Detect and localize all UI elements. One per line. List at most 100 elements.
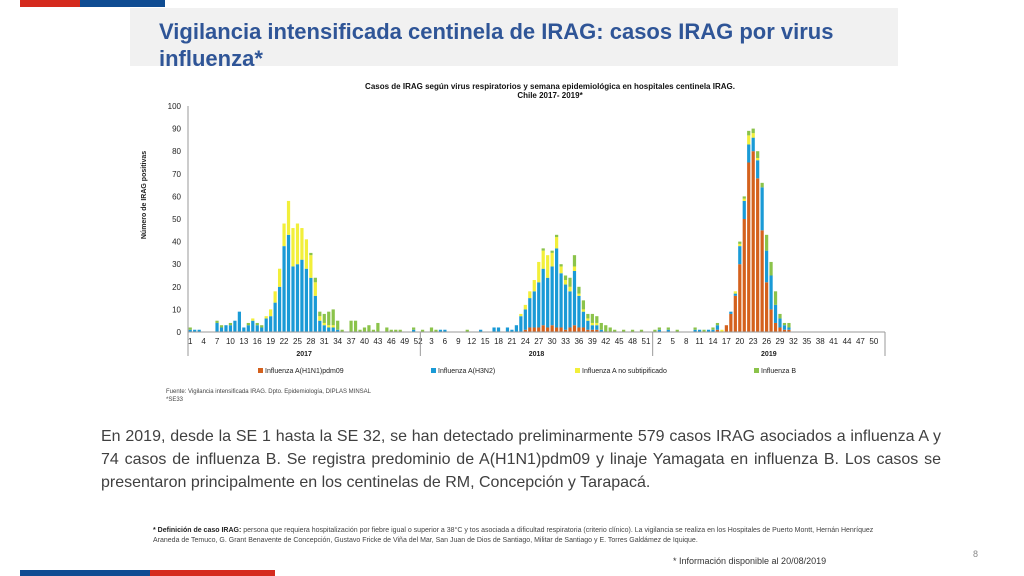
bar-segment (733, 295, 737, 332)
legend-swatch (754, 368, 759, 373)
bar-segment (550, 266, 554, 326)
bar-segment (555, 248, 559, 328)
bar-segment (228, 322, 233, 326)
bar-segment (773, 304, 778, 323)
x-tick-label: 41 (829, 337, 838, 346)
x-tick-label: 50 (869, 337, 878, 346)
bar-segment (782, 329, 787, 332)
bar-segment (295, 223, 300, 265)
bar-segment (572, 270, 577, 326)
bar-segment (595, 325, 599, 330)
bar-segment (559, 266, 563, 274)
x-tick-label: 25 (293, 337, 302, 346)
bar-segment (532, 327, 536, 332)
bar-segment (309, 252, 313, 256)
legend: Influenza A(H1N1)pdm09 Influenza A(H3N2) I… (258, 368, 796, 375)
bar-segment (577, 286, 581, 294)
bar-segment (787, 322, 791, 328)
bar-segment (738, 243, 742, 247)
bar-segment (269, 316, 273, 332)
bar-segment (773, 322, 778, 332)
bottom-accent-blue (20, 570, 150, 576)
bar-segment (595, 329, 599, 332)
bar-segment (367, 325, 371, 332)
bar-segment (304, 239, 309, 269)
bar-segment (559, 327, 563, 332)
bar-segment (233, 320, 237, 332)
bar-segment (541, 268, 545, 326)
bar-segment (523, 309, 527, 330)
bar-segment (313, 295, 317, 332)
x-tick-label: 47 (856, 337, 865, 346)
bar-segment (219, 327, 224, 332)
footnote-text: persona que requiera hospitalización por… (153, 527, 874, 544)
bar-segment (309, 277, 313, 332)
bar-segment (760, 187, 764, 231)
bar-segment (590, 313, 594, 323)
x-tick-label: 49 (400, 337, 409, 346)
bar-segment (362, 327, 367, 332)
x-tick-label: 34 (333, 337, 342, 346)
title-band (130, 8, 898, 66)
bar-segment (742, 198, 746, 201)
x-tick-label: 22 (280, 337, 289, 346)
bar-segment (505, 327, 510, 332)
legend-swatch (431, 368, 436, 373)
bar-segment (747, 144, 751, 163)
bar-segment (188, 329, 192, 332)
year-label: 2019 (761, 351, 777, 358)
bar-segment (269, 309, 273, 317)
bar-segment (434, 329, 438, 332)
bar-segment (581, 309, 586, 312)
bar-segment (304, 268, 309, 332)
bar-segment (586, 318, 590, 321)
bar-segment (577, 327, 581, 332)
bar-segment (572, 325, 577, 332)
bar-segment (318, 316, 322, 321)
x-tick-label: 40 (360, 337, 369, 346)
bar-segment (537, 282, 541, 328)
bar-segment (666, 329, 670, 332)
bar-segment (255, 322, 259, 326)
bar-segment (528, 291, 532, 299)
bar-segment (219, 325, 224, 328)
bar-segment (622, 329, 626, 332)
bar-segment (572, 255, 577, 267)
bar-segment (747, 135, 751, 145)
bar-segment (537, 327, 541, 332)
x-tick-label: 42 (601, 337, 610, 346)
y-tick-label: 80 (172, 147, 181, 156)
bar-segment (246, 325, 250, 332)
bar-segment (242, 327, 246, 332)
bar-segment (264, 316, 268, 319)
source-note: Fuente: Vigilancia intensificada IRAG. D… (166, 388, 371, 404)
bar-segment (510, 329, 514, 332)
bar-segment (412, 327, 416, 330)
bar-segment (188, 327, 192, 330)
bar-segment (559, 273, 563, 328)
bar-segment (251, 320, 255, 332)
y-tick-label: 70 (172, 170, 181, 179)
bar-segment (537, 261, 541, 283)
bar-segment (559, 264, 563, 267)
bar-segment (224, 325, 228, 332)
bar-segment (336, 320, 340, 330)
bar-segment (519, 316, 523, 332)
bar-segment (273, 291, 277, 303)
bar-segment (389, 329, 393, 332)
bar-segment (738, 241, 742, 244)
bar-segment (653, 329, 657, 332)
x-tick-label: 14 (709, 337, 718, 346)
bar-segment (657, 329, 661, 332)
x-tick-label: 46 (387, 337, 396, 346)
bar-segment (277, 286, 282, 332)
bar-segment (331, 309, 335, 326)
bar-segment (322, 325, 326, 332)
bar-segment (237, 311, 241, 332)
bottom-accent-red (150, 570, 275, 576)
bar-segment (215, 320, 219, 323)
x-tick-label: 8 (684, 337, 689, 346)
x-tick-label: 17 (722, 337, 731, 346)
x-tick-label: 4 (201, 337, 206, 346)
